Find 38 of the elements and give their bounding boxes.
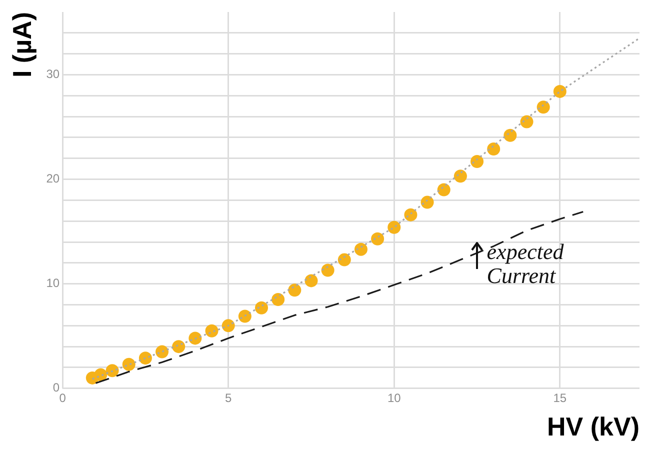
point xyxy=(388,220,401,234)
point xyxy=(122,358,136,371)
x-tick-label: 15 xyxy=(553,390,567,405)
point xyxy=(487,142,500,156)
y-axis-title: I (µA) xyxy=(6,12,37,78)
point xyxy=(504,128,517,142)
point xyxy=(304,274,318,288)
y-tick-label: 0 xyxy=(52,380,60,395)
point xyxy=(338,253,351,266)
point xyxy=(106,364,119,378)
point xyxy=(254,301,268,314)
point xyxy=(454,170,467,183)
point xyxy=(205,324,218,338)
point xyxy=(553,84,566,98)
point xyxy=(437,183,450,196)
y-tick-label: 30 xyxy=(46,67,60,82)
point xyxy=(354,242,368,256)
point xyxy=(404,208,418,222)
x-tick-label: 10 xyxy=(387,390,402,405)
annotation: expected Current xyxy=(486,239,565,288)
y-tick-label: 20 xyxy=(46,172,60,186)
point xyxy=(238,310,252,323)
point xyxy=(138,352,152,365)
point xyxy=(470,155,484,168)
point xyxy=(321,264,334,277)
point xyxy=(520,115,534,128)
point xyxy=(536,100,550,114)
x-axis-title: HV (kV) xyxy=(547,412,640,442)
point xyxy=(172,340,186,354)
point xyxy=(222,319,235,332)
point xyxy=(420,196,434,209)
y-tick-label: 10 xyxy=(46,276,60,290)
point xyxy=(188,332,202,345)
point xyxy=(272,293,285,306)
point xyxy=(156,345,169,358)
point xyxy=(288,284,302,297)
point xyxy=(371,232,384,246)
x-tick-label: 5 xyxy=(224,390,232,405)
